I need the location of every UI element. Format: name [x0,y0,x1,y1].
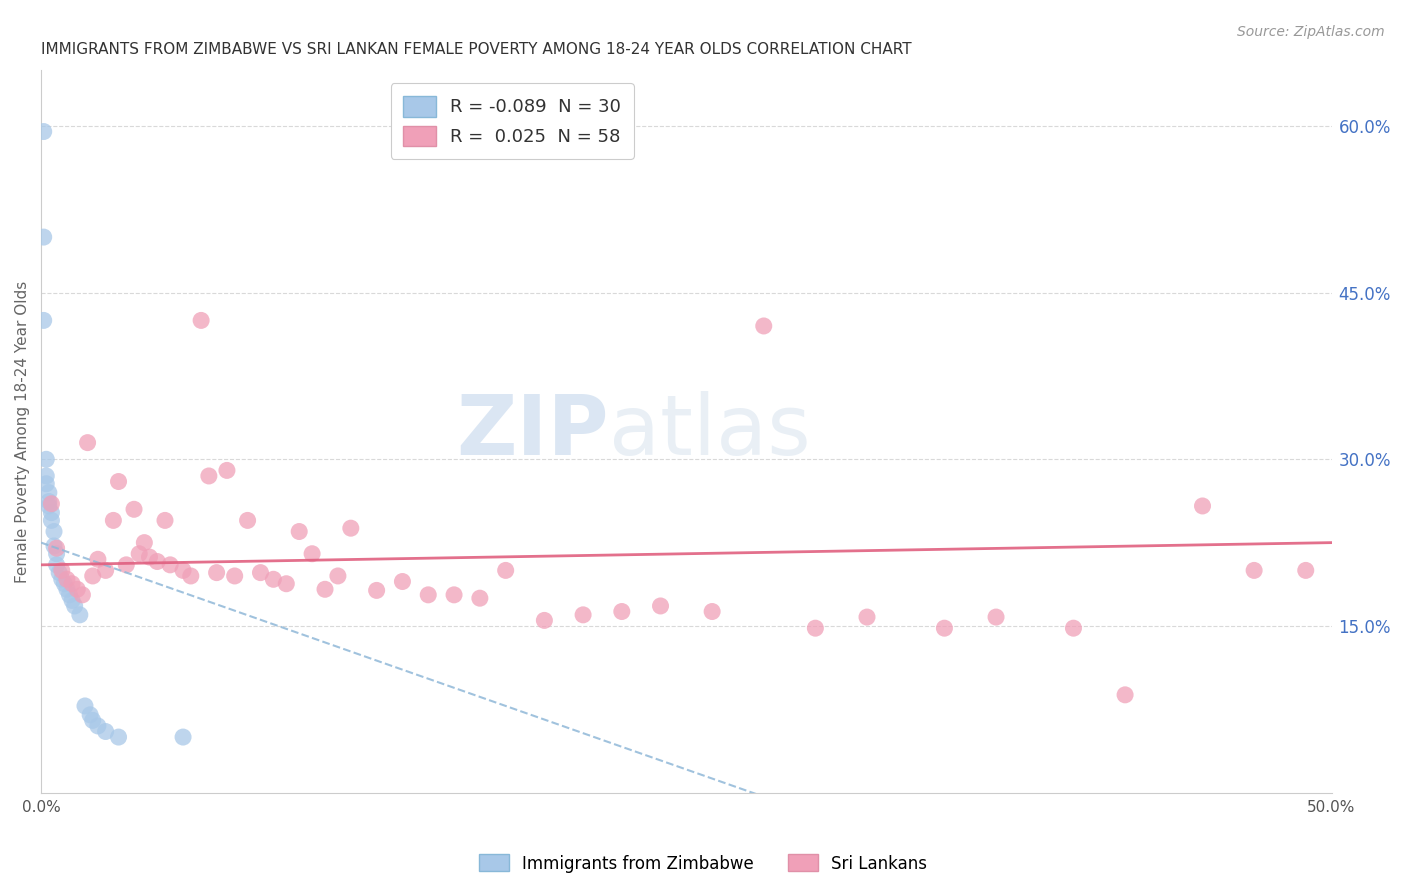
Legend: Immigrants from Zimbabwe, Sri Lankans: Immigrants from Zimbabwe, Sri Lankans [472,847,934,880]
Point [366,583,388,598]
Point [172,563,194,577]
Text: Source: ZipAtlas.com: Source: ZipAtlas.com [1237,25,1385,39]
Point [215,463,238,477]
Point [32,124,55,138]
Point [45,541,67,556]
Point [66,582,89,597]
Point [180,569,202,583]
Point [443,588,465,602]
Point [58,588,80,602]
Point [41,513,63,527]
Point [495,563,517,577]
Point [391,574,413,589]
Point [650,599,672,613]
Point [804,621,827,635]
Text: ZIP: ZIP [457,391,609,472]
Point [288,524,311,539]
Point [610,605,633,619]
Point [41,506,63,520]
Point [134,535,156,549]
Point [107,475,129,489]
Point [198,469,221,483]
Point [752,318,775,333]
Point [249,566,271,580]
Point [32,230,55,244]
Point [45,547,67,561]
Text: atlas: atlas [609,391,811,472]
Point [41,497,63,511]
Point [73,698,96,713]
Legend: R = -0.089  N = 30, R =  0.025  N = 58: R = -0.089 N = 30, R = 0.025 N = 58 [391,83,634,159]
Point [76,435,98,450]
Point [60,593,83,607]
Point [262,572,284,586]
Point [224,569,246,583]
Point [326,569,349,583]
Point [72,588,94,602]
Point [138,550,160,565]
Point [122,502,145,516]
Point [51,563,73,577]
Point [94,724,117,739]
Point [153,513,176,527]
Point [1114,688,1136,702]
Point [38,499,60,513]
Point [236,513,259,527]
Point [1243,563,1265,577]
Point [128,547,150,561]
Point [984,610,1007,624]
Point [32,313,55,327]
Point [468,591,491,606]
Point [69,607,91,622]
Point [205,566,228,580]
Point [1295,563,1317,577]
Point [172,730,194,744]
Point [934,621,956,635]
Point [48,566,70,580]
Text: IMMIGRANTS FROM ZIMBABWE VS SRI LANKAN FEMALE POVERTY AMONG 18-24 YEAR OLDS CORR: IMMIGRANTS FROM ZIMBABWE VS SRI LANKAN F… [41,42,911,57]
Point [856,610,879,624]
Point [107,730,129,744]
Point [45,558,67,572]
Point [82,569,104,583]
Point [42,524,65,539]
Point [1062,621,1084,635]
Point [38,494,60,508]
Point [35,476,58,491]
Point [159,558,181,572]
Point [1191,499,1213,513]
Point [87,719,110,733]
Point [276,576,298,591]
Point [53,576,76,591]
Point [103,513,125,527]
Point [702,605,724,619]
Point [572,607,595,622]
Point [56,572,79,586]
Y-axis label: Female Poverty Among 18-24 Year Olds: Female Poverty Among 18-24 Year Olds [15,280,30,582]
Point [418,588,440,602]
Point [94,563,117,577]
Point [35,469,58,483]
Point [63,599,86,613]
Point [60,576,83,591]
Point [42,539,65,553]
Point [38,485,60,500]
Point [190,313,212,327]
Point [340,521,363,535]
Point [146,555,169,569]
Point [301,547,323,561]
Point [56,582,79,597]
Point [533,614,555,628]
Point [115,558,138,572]
Point [51,572,73,586]
Point [314,582,336,597]
Point [87,552,110,566]
Point [82,714,104,728]
Point [35,452,58,467]
Point [79,707,101,722]
